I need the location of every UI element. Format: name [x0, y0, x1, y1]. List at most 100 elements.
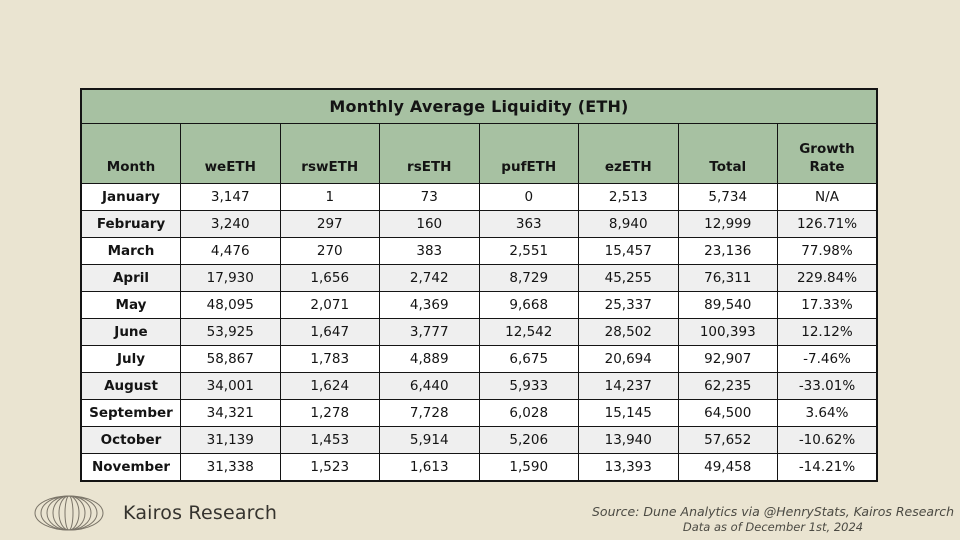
value-cell: 5,933: [478, 372, 579, 400]
month-cell: March: [80, 237, 181, 265]
value-cell: -14.21%: [777, 453, 878, 482]
value-cell: 5,206: [478, 426, 579, 454]
value-cell: 1,647: [279, 318, 380, 346]
value-cell: 2,742: [379, 264, 480, 292]
value-cell: 12,999: [677, 210, 778, 238]
value-cell: 1,278: [279, 399, 380, 427]
table-row: October 31,139 1,453 5,914 5,206 13,940 57,652…: [80, 426, 878, 454]
table-row: July 58,867 1,783 4,889 6,675 20,694 92,907 -7.…: [80, 345, 878, 373]
table-title-row: Monthly Average Liquidity (ETH): [80, 88, 878, 124]
table-row: May 48,095 2,071 4,369 9,668 25,337 89,540 17.3…: [80, 291, 878, 319]
table-row: November 31,338 1,523 1,613 1,590 13,393 49,45…: [80, 453, 878, 482]
value-cell: 31,139: [180, 426, 281, 454]
month-cell: May: [80, 291, 181, 319]
column-header-growth-rate: Growth Rate: [777, 123, 878, 184]
value-cell: -7.46%: [777, 345, 878, 373]
value-cell: 34,321: [180, 399, 281, 427]
value-cell: 28,502: [578, 318, 679, 346]
value-cell: 92,907: [677, 345, 778, 373]
value-cell: 1,523: [279, 453, 380, 482]
table-row: June 53,925 1,647 3,777 12,542 28,502 100,393 1…: [80, 318, 878, 346]
value-cell: 76,311: [677, 264, 778, 292]
month-cell: June: [80, 318, 181, 346]
table-row: September 34,321 1,278 7,728 6,028 15,145 64,5…: [80, 399, 878, 427]
table-row: February 3,240 297 160 363 8,940 12,999 126.71%: [80, 210, 878, 238]
column-header-pufeth: pufETH: [478, 123, 579, 184]
value-cell: 297: [279, 210, 380, 238]
value-cell: 160: [379, 210, 480, 238]
value-cell: 45,255: [578, 264, 679, 292]
value-cell: 1,656: [279, 264, 380, 292]
table-row: August 34,001 1,624 6,440 5,933 14,237 62,235-…: [80, 372, 878, 400]
value-cell: 12,542: [478, 318, 579, 346]
value-cell: 7,728: [379, 399, 480, 427]
value-cell: 53,925: [180, 318, 281, 346]
value-cell: 5,734: [677, 183, 778, 211]
column-header-weeth: weETH: [180, 123, 281, 184]
source-attribution: Source: Dune Analytics via @HenryStats, …: [592, 503, 954, 535]
value-cell: 1,590: [478, 453, 579, 482]
value-cell: 25,337: [578, 291, 679, 319]
value-cell: 100,393: [677, 318, 778, 346]
value-cell: 4,476: [180, 237, 281, 265]
value-cell: 6,440: [379, 372, 480, 400]
brand-name: Kairos Research: [123, 502, 278, 524]
column-header-rseth: rsETH: [379, 123, 480, 184]
value-cell: 3,240: [180, 210, 281, 238]
month-cell: October: [80, 426, 181, 454]
value-cell: 49,458: [677, 453, 778, 482]
value-cell: 58,867: [180, 345, 281, 373]
value-cell: 1,613: [379, 453, 480, 482]
table-row: March 4,476 270 383 2,551 15,457 23,136 77.98%: [80, 237, 878, 265]
value-cell: 89,540: [677, 291, 778, 319]
value-cell: 5,914: [379, 426, 480, 454]
table-body: January 3,147 1 73 0 2,513 5,734 N/A February 3,2…: [80, 183, 878, 482]
value-cell: 6,028: [478, 399, 579, 427]
value-cell: 20,694: [578, 345, 679, 373]
value-cell: 2,071: [279, 291, 380, 319]
value-cell: 15,145: [578, 399, 679, 427]
value-cell: 1,453: [279, 426, 380, 454]
month-cell: July: [80, 345, 181, 373]
value-cell: 31,338: [180, 453, 281, 482]
value-cell: 3.64%: [777, 399, 878, 427]
value-cell: 57,652: [677, 426, 778, 454]
value-cell: 1,783: [279, 345, 380, 373]
value-cell: 6,675: [478, 345, 579, 373]
value-cell: 62,235: [677, 372, 778, 400]
data-as-of-line: Data as of December 1st, 2024: [682, 520, 864, 535]
month-cell: April: [80, 264, 181, 292]
column-header-total: Total: [677, 123, 778, 184]
value-cell: 8,729: [478, 264, 579, 292]
month-cell: September: [80, 399, 181, 427]
value-cell: 17.33%: [777, 291, 878, 319]
value-cell: 48,095: [180, 291, 281, 319]
value-cell: 3,777: [379, 318, 480, 346]
brand-lockup: Kairos Research: [28, 494, 277, 532]
value-cell: 8,940: [578, 210, 679, 238]
value-cell: 126.71%: [777, 210, 878, 238]
column-header-ezeth: ezETH: [578, 123, 679, 184]
value-cell: 73: [379, 183, 480, 211]
table-row: January 3,147 1 73 0 2,513 5,734 N/A: [80, 183, 878, 211]
month-cell: January: [80, 183, 181, 211]
value-cell: -10.62%: [777, 426, 878, 454]
column-header-month: Month: [80, 123, 181, 184]
liquidity-table: Monthly Average Liquidity (ETH) Month weE…: [80, 88, 878, 482]
value-cell: 270: [279, 237, 380, 265]
value-cell: 15,457: [578, 237, 679, 265]
value-cell: 4,889: [379, 345, 480, 373]
value-cell: 17,930: [180, 264, 281, 292]
value-cell: -33.01%: [777, 372, 878, 400]
source-line: Source: Dune Analytics via @HenryStats, …: [592, 503, 954, 519]
table-row: April 17,930 1,656 2,742 8,729 45,255 76,311 22…: [80, 264, 878, 292]
value-cell: 0: [478, 183, 579, 211]
month-cell: August: [80, 372, 181, 400]
value-cell: 13,393: [578, 453, 679, 482]
month-cell: February: [80, 210, 181, 238]
value-cell: 3,147: [180, 183, 281, 211]
value-cell: 229.84%: [777, 264, 878, 292]
value-cell: 77.98%: [777, 237, 878, 265]
table-title: Monthly Average Liquidity (ETH): [80, 88, 878, 124]
